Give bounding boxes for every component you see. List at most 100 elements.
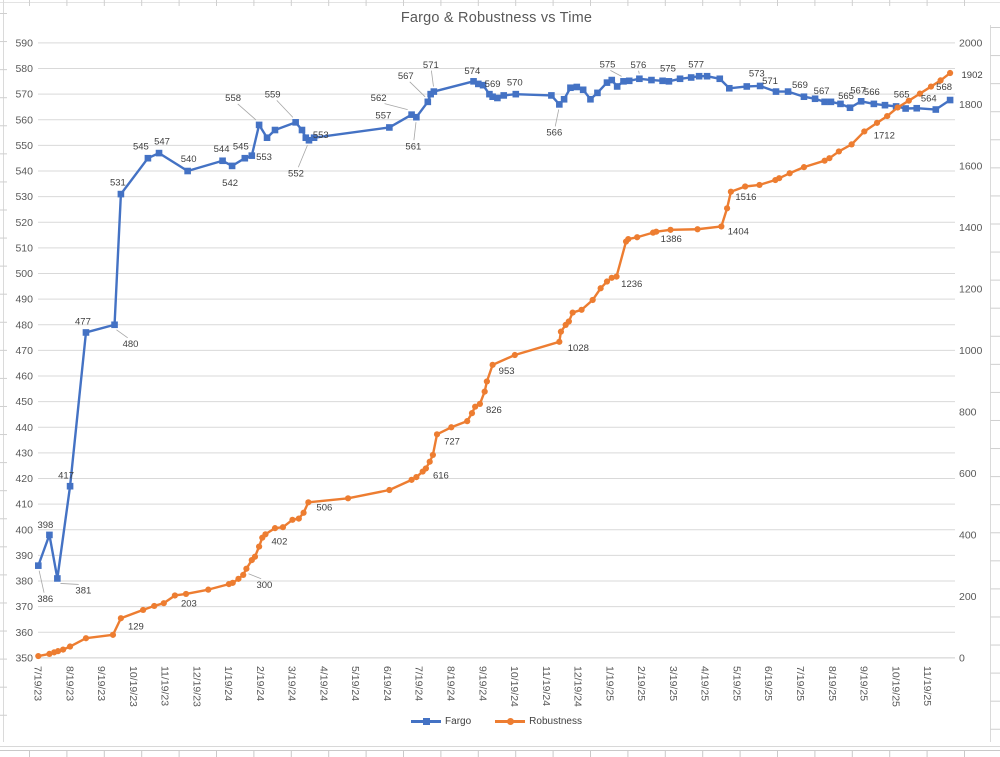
robustness-marker[interactable] <box>59 646 67 653</box>
fargo-marker[interactable] <box>271 126 279 134</box>
fargo-marker[interactable] <box>587 95 594 103</box>
series-robustness[interactable] <box>35 69 954 660</box>
robustness-marker[interactable] <box>826 155 833 162</box>
robustness-marker[interactable] <box>426 458 433 465</box>
fargo-marker[interactable] <box>512 90 520 98</box>
fargo-marker[interactable] <box>494 94 501 102</box>
robustness-marker[interactable] <box>160 600 167 607</box>
robustness-marker[interactable] <box>66 643 74 650</box>
fargo-marker[interactable] <box>800 93 808 101</box>
fargo-marker[interactable] <box>184 167 191 175</box>
robustness-marker[interactable] <box>468 410 476 417</box>
series-fargo[interactable] <box>35 72 954 582</box>
fargo-marker[interactable] <box>784 88 792 95</box>
robustness-marker[interactable] <box>776 175 783 182</box>
fargo-marker[interactable] <box>881 101 889 109</box>
fargo-marker[interactable] <box>386 124 393 131</box>
fargo-marker[interactable] <box>573 83 581 91</box>
robustness-marker[interactable] <box>54 648 62 655</box>
robustness-marker[interactable] <box>386 486 393 494</box>
fargo-marker[interactable] <box>82 329 90 336</box>
fargo-marker[interactable] <box>594 89 601 97</box>
fargo-marker[interactable] <box>946 96 954 104</box>
robustness-marker[interactable] <box>557 328 565 335</box>
fargo-marker[interactable] <box>560 95 568 103</box>
fargo-marker[interactable] <box>837 100 844 108</box>
fargo-marker[interactable] <box>659 77 666 85</box>
fargo-marker[interactable] <box>726 84 733 92</box>
robustness-marker[interactable] <box>464 418 471 425</box>
robustness-marker[interactable] <box>229 579 236 586</box>
fargo-marker[interactable] <box>772 88 780 95</box>
robustness-marker[interactable] <box>786 170 793 177</box>
robustness-marker[interactable] <box>140 606 147 614</box>
fargo-marker[interactable] <box>636 75 643 83</box>
fargo-marker[interactable] <box>620 78 627 85</box>
fargo-marker[interactable] <box>111 321 118 329</box>
robustness-marker[interactable] <box>603 278 611 285</box>
fargo-marker[interactable] <box>219 157 226 165</box>
robustness-marker[interactable] <box>742 183 749 190</box>
robustness-marker[interactable] <box>578 306 585 313</box>
robustness-marker[interactable] <box>481 388 488 395</box>
robustness-marker[interactable] <box>727 188 734 195</box>
fargo-marker[interactable] <box>479 81 487 89</box>
robustness-marker[interactable] <box>835 148 843 155</box>
robustness-marker[interactable] <box>35 652 42 660</box>
robustness-marker[interactable] <box>476 400 483 408</box>
robustness-marker[interactable] <box>894 104 901 111</box>
robustness-marker[interactable] <box>300 509 307 516</box>
legend-item-fargo[interactable]: Fargo <box>411 716 471 727</box>
robustness-marker[interactable] <box>82 635 90 642</box>
robustness-marker[interactable] <box>429 451 436 459</box>
fargo-marker[interactable] <box>603 79 611 86</box>
fargo-marker[interactable] <box>155 149 163 157</box>
robustness-marker[interactable] <box>182 590 190 598</box>
robustness-marker[interactable] <box>916 90 924 97</box>
fargo-marker[interactable] <box>932 106 940 113</box>
fargo-marker[interactable] <box>608 76 616 84</box>
robustness-marker[interactable] <box>653 228 660 235</box>
fargo-marker[interactable] <box>870 100 878 108</box>
fargo-marker[interactable] <box>743 83 751 90</box>
fargo-marker[interactable] <box>716 75 724 83</box>
robustness-marker[interactable] <box>433 431 441 438</box>
robustness-marker[interactable] <box>905 97 912 104</box>
robustness-marker[interactable] <box>821 157 828 164</box>
robustness-marker[interactable] <box>422 465 429 472</box>
robustness-marker[interactable] <box>694 226 701 233</box>
robustness-marker[interactable] <box>472 403 479 410</box>
robustness-marker[interactable] <box>251 553 259 560</box>
fargo-marker[interactable] <box>811 95 819 103</box>
fargo-marker[interactable] <box>408 111 415 118</box>
fargo-marker[interactable] <box>424 98 432 106</box>
robustness-marker[interactable] <box>947 69 954 77</box>
robustness-marker[interactable] <box>448 424 455 431</box>
robustness-marker[interactable] <box>608 274 615 281</box>
fargo-marker[interactable] <box>846 104 854 112</box>
robustness-marker[interactable] <box>873 119 881 126</box>
robustness-marker[interactable] <box>344 495 352 502</box>
robustness-marker[interactable] <box>117 615 124 622</box>
fargo-marker[interactable] <box>255 121 263 129</box>
robustness-marker[interactable] <box>171 592 179 599</box>
robustness-marker[interactable] <box>262 531 269 538</box>
robustness-marker[interactable] <box>756 181 763 189</box>
fargo-marker[interactable] <box>54 575 61 582</box>
fargo-marker[interactable] <box>648 76 655 84</box>
robustness-marker[interactable] <box>800 164 808 171</box>
robustness-marker[interactable] <box>279 524 287 531</box>
robustness-marker[interactable] <box>597 285 604 292</box>
robustness-marker[interactable] <box>634 234 641 241</box>
fargo-marker[interactable] <box>625 77 633 85</box>
robustness-marker[interactable] <box>937 77 944 84</box>
fargo-marker[interactable] <box>827 98 835 106</box>
fargo-marker[interactable] <box>567 84 574 92</box>
fargo-marker[interactable] <box>579 86 587 94</box>
robustness-marker[interactable] <box>205 586 212 593</box>
robustness-marker[interactable] <box>884 112 891 120</box>
robustness-marker[interactable] <box>723 205 731 212</box>
robustness-marker[interactable] <box>613 273 620 280</box>
fargo-marker[interactable] <box>665 78 673 85</box>
